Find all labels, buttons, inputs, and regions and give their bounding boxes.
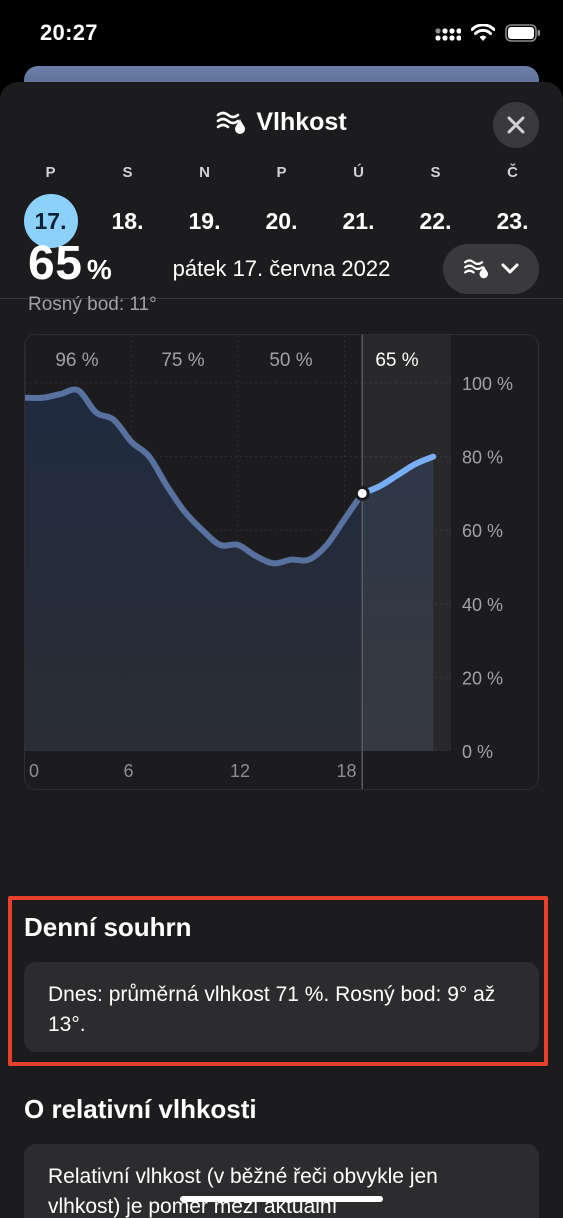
status-icons [435,24,541,42]
top-value-label: 50 % [269,350,312,371]
header-divider [0,298,563,299]
humidity-icon [217,111,246,134]
x-tick-label: 6 [124,761,134,781]
top-value-label: 75 % [161,350,204,371]
series-line-past [25,386,366,567]
day-letter: P [276,164,287,181]
about-humidity-box: Relativní vlhkost (v běžné řeči obvykle … [24,1144,539,1218]
current-point-marker [354,485,370,501]
top-value-label: 65 % [375,350,418,371]
day-number[interactable]: 19. [188,207,221,234]
home-indicator[interactable] [180,1196,383,1202]
status-bar: 20:27 [0,0,563,66]
day-number[interactable]: 18. [111,207,144,234]
y-tick-label: 100 % [462,374,513,394]
x-tick-label: 18 [337,761,357,781]
dew-point-label: Rosný bod: 11° [28,294,157,315]
close-icon [507,116,525,134]
day-letter: S [430,164,441,181]
x-tick-label: 12 [230,761,250,781]
day-number-selected[interactable]: 17. [23,194,78,248]
highlight-frame [8,896,548,1066]
y-tick-label: 80 % [462,448,503,468]
current-humidity: 65 % [28,236,112,291]
day-letter: S [122,164,133,181]
wifi-icon [471,24,495,41]
daily-summary-box: Dnes: průměrná vlhkost 71 %. Rosný bod: … [24,962,539,1052]
cellular-signal-icon [435,28,461,41]
about-humidity-text: Relativní vlhkost (v běžné řeči obvykle … [48,1165,438,1218]
day-item[interactable]: P 17. [12,164,89,248]
y-tick-label: 60 % [462,521,503,541]
current-humidity-unit: % [86,254,112,285]
chevron-down-icon [501,263,519,274]
daily-summary-text: Dnes: průměrná vlhkost 71 %. Rosný bod: … [48,983,496,1036]
top-value-label: 96 % [55,350,98,371]
metric-selector-button[interactable] [443,244,539,294]
y-tick-label: 0 % [462,742,493,762]
day-item[interactable]: S 18. [89,164,166,248]
day-item[interactable]: P 20. [243,164,320,248]
day-item[interactable]: Ú 21. [320,164,397,248]
about-humidity-title: O relativní vlhkosti [24,1094,257,1124]
day-number[interactable]: 23. [496,207,529,234]
day-letter: Č [507,164,518,181]
sheet-title: Vlhkost [256,108,347,136]
sheet-header: Vlhkost P 17. S 18. N 19. P 20. Ú 21. S 22. Č 23. pát… [0,82,563,298]
title-row: Vlhkost [0,108,563,137]
day-item[interactable]: N 19. [166,164,243,248]
daily-summary-title: Denní souhrn [24,912,192,942]
day-selector: P 17. S 18. N 19. P 20. Ú 21. S 22. Č 23. [12,164,551,248]
day-letter: Ú [353,164,364,181]
y-tick-label: 40 % [462,595,503,615]
day-number[interactable]: 22. [419,207,452,234]
selected-full-date: pátek 17. června 2022 [172,256,391,281]
x-tick-label: 0 [29,761,39,781]
battery-icon [505,24,540,42]
humidity-icon [464,259,488,279]
day-item[interactable]: Č 23. [474,164,551,248]
day-number[interactable]: 21. [342,207,375,234]
chart-area-fill [25,389,434,751]
humidity-chart-svg: 96 % 75 % 50 % 65 % 100 % 80 % 60 % 40 % 20 % 0 %… [25,335,513,789]
y-tick-label: 20 % [462,668,503,688]
day-number[interactable]: 20. [265,207,298,234]
series-line-future [359,453,437,497]
current-humidity-value: 65 [28,237,83,290]
humidity-chart[interactable]: 96 % 75 % 50 % 65 % 100 % 80 % 60 % 40 % 20 % 0 %… [24,334,539,790]
future-region [362,335,451,751]
x-axis-strip [25,751,451,789]
day-letter: N [199,164,210,181]
status-time: 20:27 [40,20,98,45]
close-button[interactable] [493,102,539,148]
day-letter: P [45,164,56,181]
day-item[interactable]: S 22. [397,164,474,248]
